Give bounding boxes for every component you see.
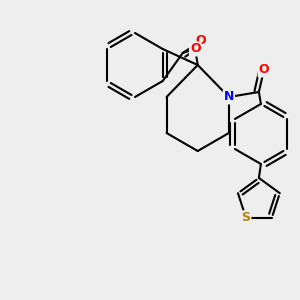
Text: O: O [195,34,206,47]
Text: S: S [242,211,250,224]
Text: O: O [190,43,200,56]
Text: O: O [259,64,269,76]
Text: N: N [224,91,234,103]
